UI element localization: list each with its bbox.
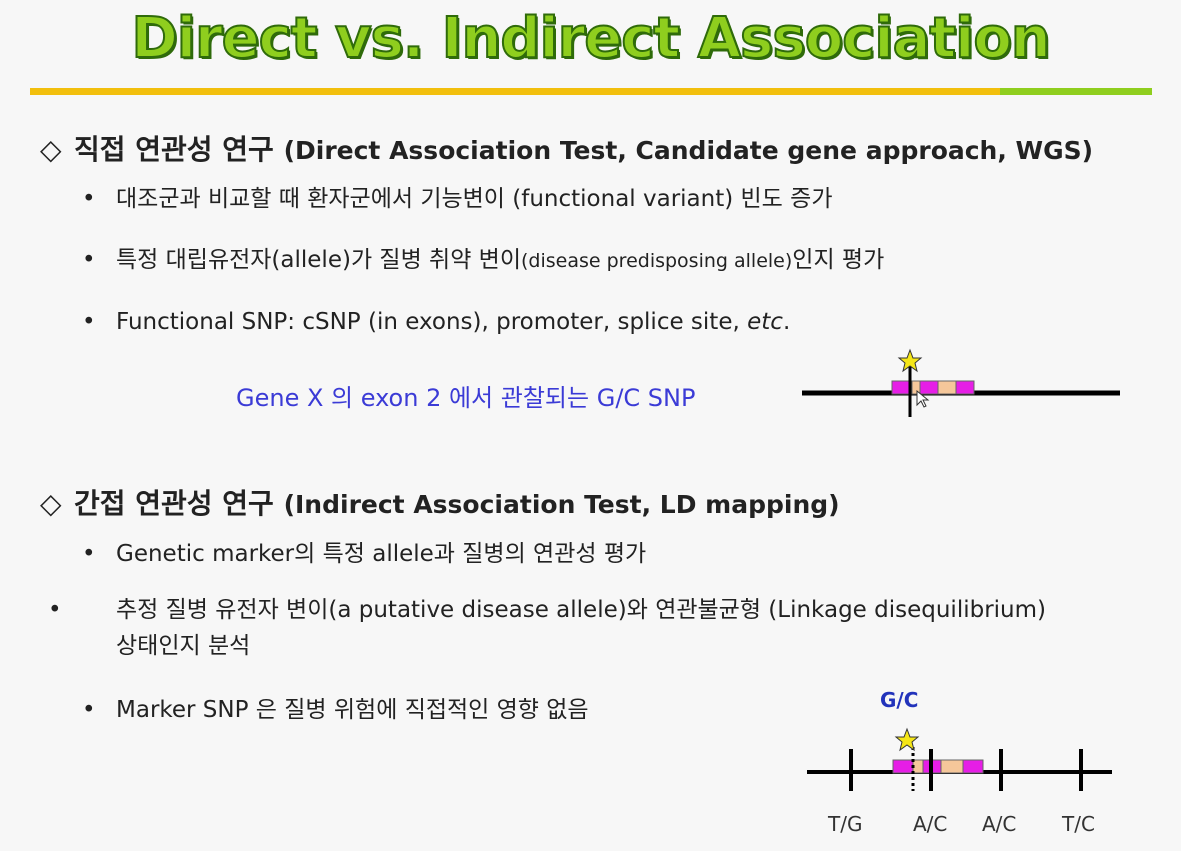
diamond-bullet-icon: ◇ bbox=[40, 487, 62, 520]
direct-bullet-3-etc: etc bbox=[747, 309, 783, 335]
indirect-heading: ◇ 간접 연관성 연구 (Indirect Association Test, L… bbox=[40, 482, 840, 522]
title-rule-green bbox=[1000, 88, 1152, 95]
direct-bullet-2: • 특정 대립유전자(allele)가 질병 취약 변이(disease pred… bbox=[82, 243, 884, 279]
star-icon bbox=[894, 727, 920, 752]
bullet-dot-icon: • bbox=[82, 697, 96, 723]
direct-bullet-2-text-a: 특정 대립유전자(allele)가 질병 취약 변이 bbox=[116, 247, 521, 273]
direct-bullet-1: • 대조군과 비교할 때 환자군에서 기능변이 (functional varia… bbox=[82, 182, 832, 218]
page-title: Direct vs. Indirect Association bbox=[130, 5, 1051, 72]
marker-label-3: A/C bbox=[982, 812, 1017, 836]
direct-bullet-3-text-b: . bbox=[782, 309, 791, 335]
marker-label-4: T/C bbox=[1062, 812, 1095, 836]
exon-segment bbox=[937, 380, 957, 395]
direct-heading-korean: 직접 연관성 연구 bbox=[74, 133, 274, 166]
bullet-dot-icon: • bbox=[82, 186, 96, 212]
direct-bullet-2-text-small: (disease predisposing allele) bbox=[521, 250, 793, 272]
direct-bullet-3-text-a: Functional SNP: cSNP (in exons), promote… bbox=[116, 309, 748, 335]
indirect-bullet-1: • Genetic marker의 특정 allele과 질병의 연관성 평가 bbox=[82, 537, 646, 573]
direct-bullet-2-text-b: 인지 평가 bbox=[792, 247, 885, 273]
bullet-dot-icon: • bbox=[48, 597, 62, 623]
indirect-bullet-2: • 추정 질병 유전자 변이(a putative disease allele)… bbox=[48, 593, 1056, 664]
exon-segment bbox=[940, 759, 964, 774]
exon-segment bbox=[955, 380, 975, 395]
title-rule-yellow bbox=[30, 88, 1000, 95]
marker-label-1: T/G bbox=[828, 812, 863, 836]
cursor-icon bbox=[916, 389, 930, 408]
indirect-bullet-3-text: Marker SNP 은 질병 위험에 직접적인 영향 없음 bbox=[116, 697, 589, 723]
direct-bullet-3: • Functional SNP: cSNP (in exons), promot… bbox=[82, 305, 790, 341]
indirect-heading-korean: 간접 연관성 연구 bbox=[74, 487, 274, 520]
diamond-bullet-icon: ◇ bbox=[40, 133, 62, 166]
direct-bullet-1-text: 대조군과 비교할 때 환자군에서 기능변이 (functional varian… bbox=[116, 186, 833, 212]
indirect-heading-sub: (Indirect Association Test, LD mapping) bbox=[283, 490, 840, 519]
direct-diagram-caption: Gene X 의 exon 2 에서 관찰되는 G/C SNP bbox=[236, 384, 696, 412]
indirect-gene-diagram bbox=[807, 727, 1112, 791]
marker-label-2: A/C bbox=[913, 812, 948, 836]
direct-heading: ◇ 직접 연관성 연구 (Direct Association Test, Can… bbox=[40, 128, 1093, 168]
snp-allele-label: G/C bbox=[880, 688, 919, 712]
bullet-dot-icon: • bbox=[82, 309, 96, 335]
star-icon bbox=[897, 348, 923, 373]
indirect-bullet-3: • Marker SNP 은 질병 위험에 직접적인 영향 없음 bbox=[82, 693, 589, 729]
exon-segment bbox=[919, 380, 939, 395]
bullet-dot-icon: • bbox=[82, 247, 96, 273]
exon-segment bbox=[892, 759, 914, 774]
bullet-dot-icon: • bbox=[82, 541, 96, 567]
exon-segment bbox=[962, 759, 984, 774]
direct-heading-sub: (Direct Association Test, Candidate gene… bbox=[283, 136, 1094, 165]
indirect-bullet-2-text: 추정 질병 유전자 변이(a putative disease allele)와… bbox=[116, 597, 1046, 659]
indirect-bullet-1-text: Genetic marker의 특정 allele과 질병의 연관성 평가 bbox=[116, 541, 647, 567]
direct-gene-diagram bbox=[802, 348, 1120, 417]
